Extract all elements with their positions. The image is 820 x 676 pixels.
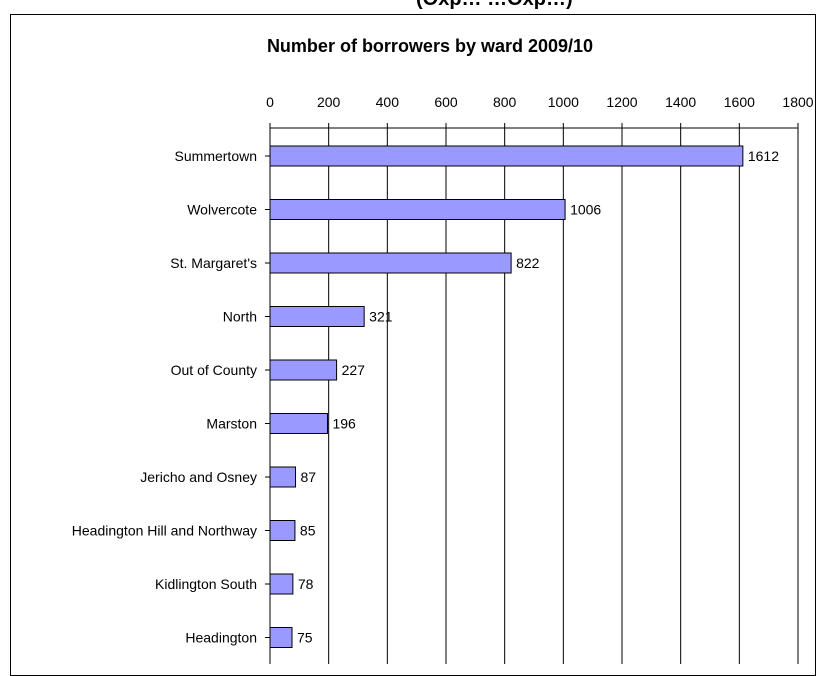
- category-label: Kidlington South: [155, 576, 257, 592]
- category-label: Summertown: [175, 148, 257, 164]
- chart-frame: [10, 14, 816, 676]
- cut-off-header: (Oxp… …Oxp…): [0, 0, 820, 14]
- bars: [269, 145, 744, 648]
- category-label: Headington: [185, 630, 257, 646]
- bar: [269, 359, 338, 381]
- x-axis-ticks: 0 200 400 600 800 1000 1200 1400 1600 1800: [266, 94, 814, 664]
- data-label: 196: [332, 416, 356, 432]
- gridlines: [328, 128, 799, 664]
- category-label: Marston: [206, 416, 257, 432]
- bar: [269, 573, 294, 595]
- data-label: 75: [297, 630, 313, 646]
- bar: [269, 306, 365, 327]
- category-label: Wolvercote: [187, 202, 257, 218]
- category-label: Jericho and Osney: [140, 469, 257, 485]
- category-label: North: [223, 309, 257, 325]
- data-label: 321: [369, 309, 393, 325]
- x-tick-label: 1800: [782, 94, 813, 110]
- x-tick-label: 1200: [606, 94, 637, 110]
- bar: [269, 252, 512, 274]
- x-tick-label: 200: [317, 94, 341, 110]
- bar: [269, 199, 566, 220]
- x-tick-label: 400: [376, 94, 400, 110]
- x-tick-label: 0: [266, 94, 274, 110]
- bar: [269, 520, 296, 541]
- x-tick-label: 600: [434, 94, 458, 110]
- data-label: 87: [301, 469, 317, 485]
- category-labels: Summertown Wolvercote St. Margaret's North O…: [72, 148, 270, 646]
- category-label: Out of County: [171, 362, 257, 378]
- x-tick-label: 1000: [548, 94, 579, 110]
- cut-off-header-text: (Oxp… …Oxp…): [416, 0, 573, 11]
- bar: [269, 145, 744, 167]
- x-tick-label: 1600: [724, 94, 755, 110]
- data-labels: 1612 1006 822 321 227 196 87 85 78 75: [297, 148, 779, 646]
- bar: [269, 413, 328, 434]
- bar: [269, 466, 297, 488]
- data-label: 1006: [570, 202, 601, 218]
- data-label: 78: [298, 576, 314, 592]
- data-label: 822: [516, 255, 540, 271]
- data-label: 1612: [748, 148, 779, 164]
- data-label: 227: [342, 362, 366, 378]
- chart-title: Number of borrowers by ward 2009/10: [267, 36, 593, 56]
- category-label: St. Margaret's: [170, 255, 257, 271]
- x-tick-label: 800: [493, 94, 517, 110]
- category-label: Headington Hill and Northway: [72, 523, 257, 539]
- x-tick-label: 1400: [665, 94, 696, 110]
- bar: [269, 627, 293, 648]
- data-label: 85: [300, 523, 316, 539]
